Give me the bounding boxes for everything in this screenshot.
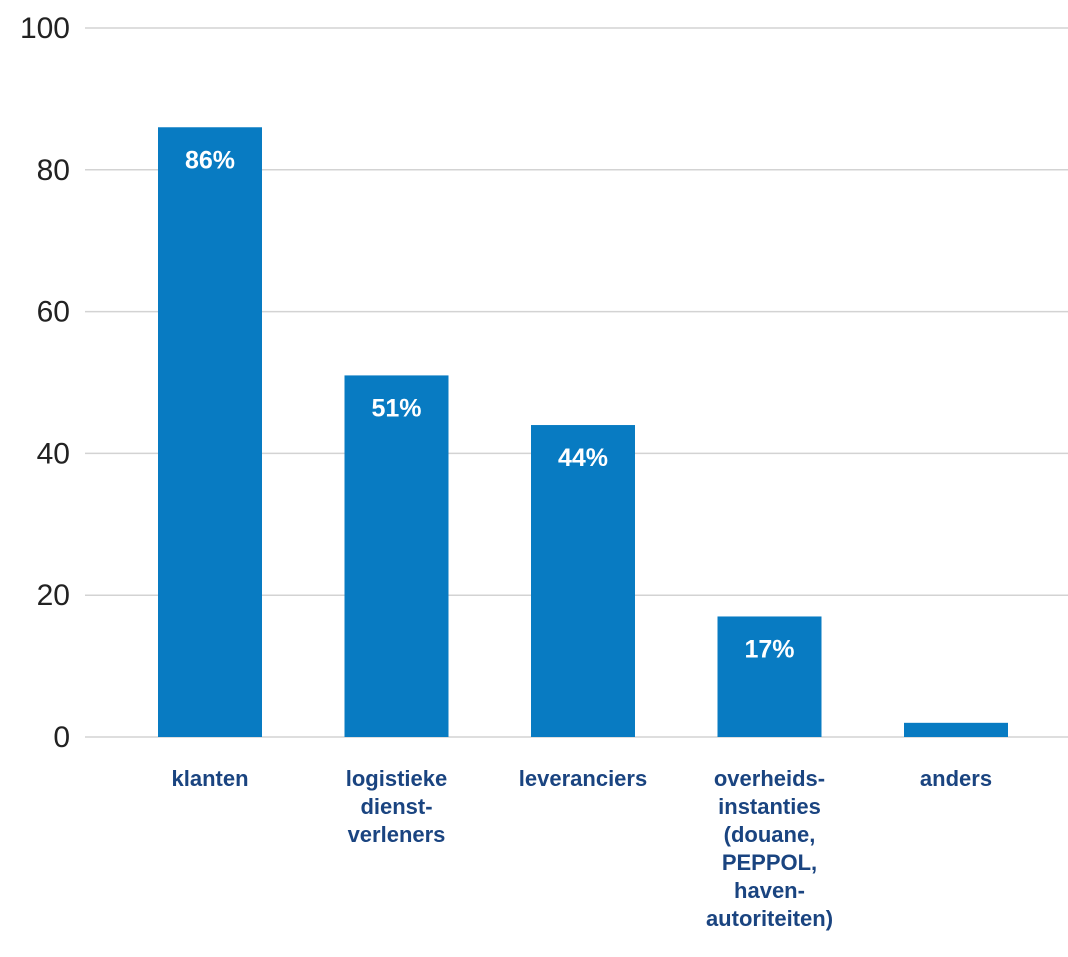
bar-2 <box>531 425 635 737</box>
bar-1 <box>344 375 449 737</box>
data-label-1: 51% <box>371 394 421 422</box>
x-tick-label-0: klanten <box>171 766 249 791</box>
bar-4 <box>904 722 1008 737</box>
bar-3 <box>717 616 822 737</box>
y-axis-tick-labels: 0 20 40 60 80 100 <box>20 12 70 754</box>
data-label-2: 44% <box>558 444 608 472</box>
y-tick-label-0: 0 <box>53 721 70 754</box>
y-tick-label-80: 80 <box>37 154 70 187</box>
bars <box>158 127 1008 737</box>
bar-0 <box>158 127 262 737</box>
x-tick-label-1: logistieke dienst- verleners <box>345 766 448 847</box>
y-tick-label-20: 20 <box>37 579 70 612</box>
data-label-3: 17% <box>744 635 794 663</box>
x-tick-label-4: anders <box>919 766 993 791</box>
x-tick-label-2: leveranciers <box>518 766 648 791</box>
data-labels: 86% 51% 44% 17% <box>185 146 795 663</box>
data-label-0: 86% <box>185 146 235 174</box>
x-tick-label-3: overheids- instanties (douane, PEPPOL, h… <box>705 766 834 931</box>
y-tick-label-60: 60 <box>37 296 70 329</box>
y-tick-label-100: 100 <box>20 12 70 45</box>
y-tick-label-40: 40 <box>37 437 70 470</box>
